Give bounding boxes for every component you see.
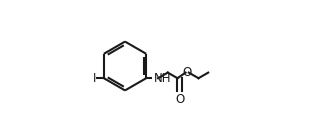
Text: O: O [175, 93, 185, 106]
Text: NH: NH [154, 72, 171, 85]
Text: I: I [92, 72, 96, 85]
Text: O: O [183, 66, 192, 79]
